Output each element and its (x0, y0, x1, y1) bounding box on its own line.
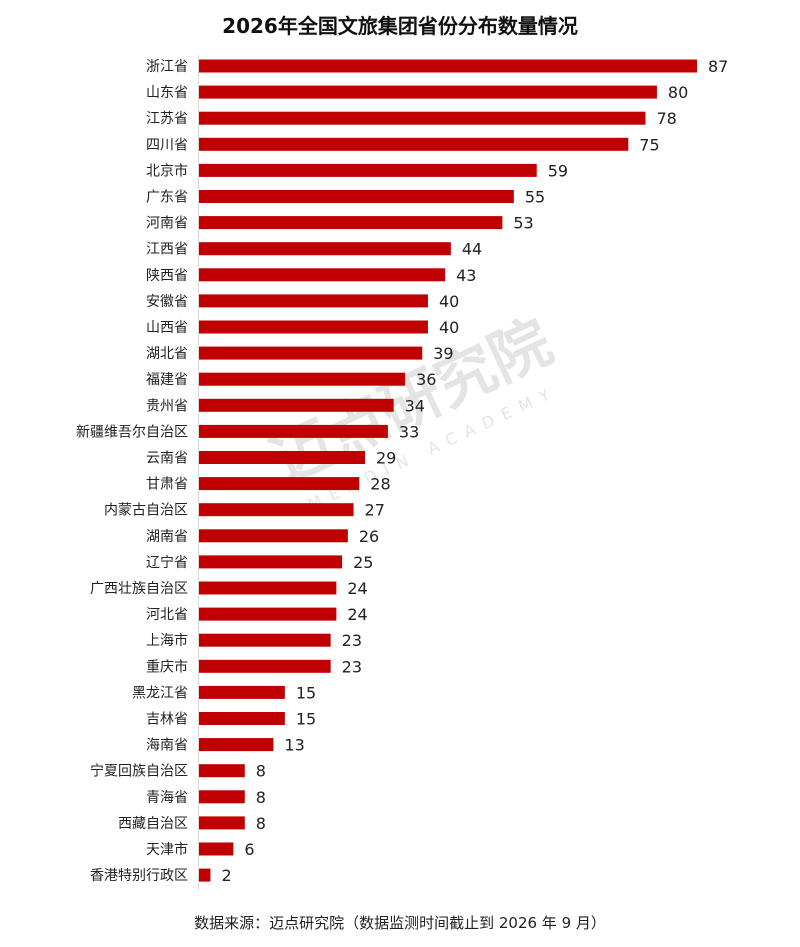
data-label: 53 (513, 214, 533, 233)
bar (199, 685, 285, 699)
data-label: 28 (370, 475, 390, 494)
data-label: 23 (342, 657, 362, 676)
bar (199, 477, 360, 491)
category-label: 山东省 (146, 85, 188, 101)
bar (199, 111, 646, 125)
data-label: 34 (405, 396, 425, 415)
bar (199, 242, 451, 256)
category-label: 甘肃省 (146, 477, 188, 493)
category-label: 江苏省 (146, 111, 188, 127)
data-label: 15 (296, 710, 316, 729)
bar (199, 190, 514, 203)
data-label: 36 (416, 370, 436, 389)
bar (199, 607, 337, 621)
bar (199, 503, 354, 517)
bar (199, 59, 697, 73)
data-label: 2 (221, 866, 231, 885)
data-label: 27 (365, 501, 385, 520)
bar (199, 216, 503, 230)
data-label: 8 (256, 762, 266, 781)
bar (199, 268, 446, 282)
data-label: 55 (525, 188, 545, 207)
category-label: 黑龙江省 (132, 685, 188, 701)
data-label: 6 (244, 840, 254, 859)
bar (199, 816, 245, 830)
category-label: 浙江省 (146, 59, 188, 75)
category-label: 辽宁省 (146, 554, 188, 571)
category-label: 重庆市 (146, 658, 188, 675)
bar (199, 790, 245, 804)
category-label: 湖北省 (146, 346, 188, 362)
category-label: 安徽省 (146, 294, 188, 310)
bar (199, 764, 245, 778)
data-label: 26 (359, 527, 379, 546)
bar (199, 320, 428, 334)
data-label: 75 (639, 135, 659, 154)
bar (199, 529, 348, 543)
bar (199, 581, 337, 595)
data-label: 24 (347, 605, 367, 624)
bar (199, 294, 428, 308)
data-label: 43 (456, 266, 476, 285)
category-label: 山西省 (146, 320, 188, 336)
category-label: 西藏自治区 (118, 816, 188, 832)
data-label: 23 (342, 631, 362, 650)
category-label: 河北省 (146, 607, 188, 623)
bar (199, 372, 406, 386)
bar (199, 451, 365, 464)
data-label: 8 (256, 788, 266, 807)
category-label: 陕西省 (146, 268, 188, 284)
bar (199, 398, 394, 412)
category-label: 香港特别行政区 (90, 868, 188, 884)
category-label: 四川省 (146, 137, 188, 153)
bar (199, 163, 537, 177)
category-label: 贵州省 (146, 398, 188, 414)
data-label: 24 (347, 579, 367, 598)
data-label: 40 (439, 318, 459, 337)
data-label: 40 (439, 292, 459, 311)
category-label: 海南省 (146, 738, 188, 754)
category-label: 江西省 (146, 242, 188, 258)
category-label: 河南省 (146, 216, 188, 232)
category-label: 上海市 (146, 632, 188, 649)
bar (199, 842, 234, 856)
data-label: 29 (376, 449, 396, 468)
chart-title: 2026年全国文旅集团省份分布数量情况 (222, 14, 578, 38)
bar (199, 346, 423, 360)
category-label: 云南省 (146, 451, 188, 467)
category-label: 湖南省 (146, 529, 188, 545)
bar (199, 659, 331, 673)
bar (199, 137, 629, 151)
data-label: 80 (668, 83, 688, 102)
data-label: 25 (353, 553, 373, 572)
category-label: 吉林省 (146, 712, 188, 728)
data-label: 78 (656, 109, 676, 128)
data-label: 8 (256, 814, 266, 833)
category-label: 青海省 (146, 790, 188, 806)
data-label: 87 (708, 57, 728, 76)
bar (199, 555, 343, 569)
category-label: 宁夏回族自治区 (90, 763, 188, 780)
category-label: 北京市 (146, 162, 188, 179)
source-note: 数据来源：迈点研究院（数据监测时间截止到 2026 年 9 月） (194, 914, 606, 932)
data-label: 39 (433, 344, 453, 363)
bar (199, 712, 285, 725)
category-label: 新疆维吾尔自治区 (76, 424, 188, 440)
category-label: 广西壮族自治区 (90, 581, 188, 597)
bar (199, 738, 274, 752)
data-label: 59 (548, 161, 568, 180)
data-label: 15 (296, 683, 316, 702)
data-label: 13 (284, 736, 304, 755)
bar (199, 85, 657, 99)
bar (199, 868, 211, 882)
category-label: 福建省 (146, 372, 188, 388)
bar (199, 424, 388, 438)
category-label: 内蒙古自治区 (104, 503, 188, 519)
data-label: 33 (399, 422, 419, 441)
category-label: 广东省 (146, 190, 188, 206)
category-label: 天津市 (146, 841, 188, 858)
data-label: 44 (462, 240, 482, 259)
bar (199, 633, 331, 647)
